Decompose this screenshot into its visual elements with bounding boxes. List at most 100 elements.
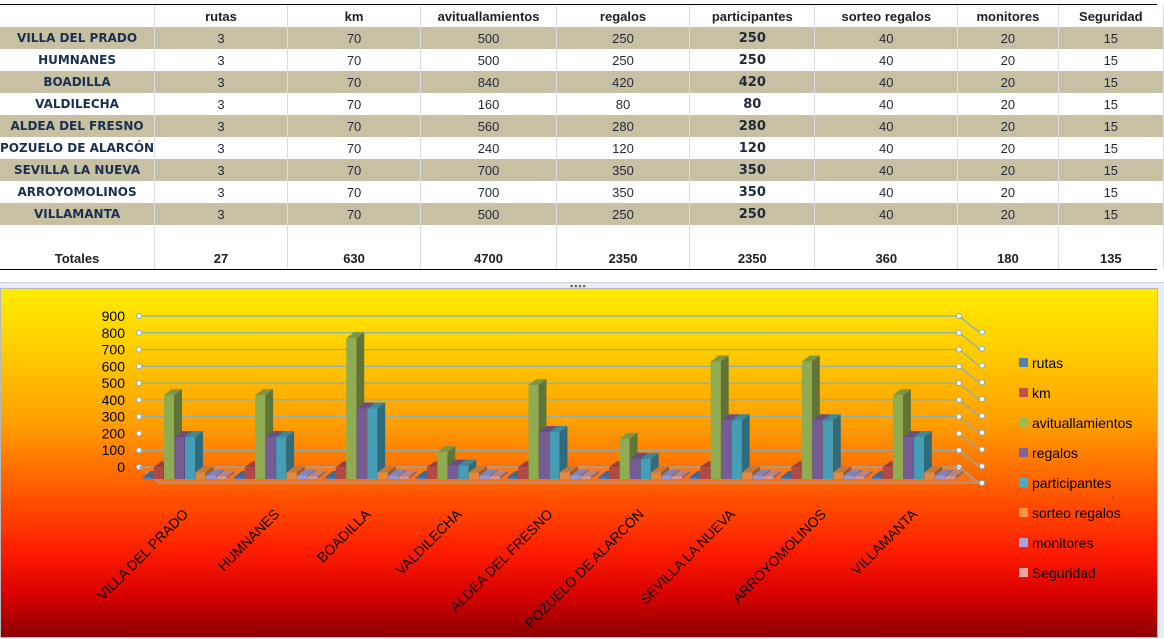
cell-avituallamientos[interactable]: 500 [420,27,557,49]
bar-Seguridad[interactable] [489,476,500,479]
cell-monitores[interactable]: 20 [957,49,1059,71]
cell-rutas[interactable]: 3 [154,159,288,181]
total-seguridad[interactable]: 135 [1058,247,1164,269]
bar-top[interactable] [164,389,182,396]
bar-top[interactable] [447,459,466,466]
bar-Seguridad[interactable] [854,476,865,479]
bar-top[interactable] [437,446,456,453]
bar-top[interactable] [276,431,295,438]
chart-area[interactable]: 0 100 200 300 400 500 600 700 800 900 VILLA DEL PR… [0,288,1158,638]
bar-top[interactable] [721,414,740,421]
bar-top[interactable] [763,470,782,477]
bar-km[interactable] [609,467,620,479]
bar-participantes[interactable] [458,465,469,479]
bar-top[interactable] [934,469,953,476]
bar-top[interactable] [812,414,831,421]
bar-side[interactable] [377,402,386,479]
cell-seguridad[interactable]: 15 [1058,115,1164,137]
cell-empty[interactable] [814,225,959,247]
cell-empty[interactable] [957,225,1059,247]
chart-resize-handle[interactable]: ▪▪▪▪ [0,282,1164,291]
cell-rutas[interactable]: 3 [154,203,288,225]
cell-monitores[interactable]: 20 [957,159,1059,181]
bar-side[interactable] [317,470,326,479]
bar-top[interactable] [388,469,407,476]
cell-km[interactable]: 70 [287,49,422,71]
cell-km[interactable]: 70 [287,137,422,159]
bar-top[interactable] [185,431,203,438]
bar-Seguridad[interactable] [216,476,227,479]
bar-participantes[interactable] [367,408,378,479]
bar-Seguridad[interactable] [398,476,409,479]
bar-rutas[interactable] [689,477,700,479]
cell-seguridad[interactable]: 15 [1058,71,1164,93]
cell-participantes[interactable]: 350 [689,159,816,181]
bar-top[interactable] [286,466,305,473]
bar-sorteo-regalos[interactable] [377,472,388,479]
cell-rutas[interactable]: 3 [154,137,288,159]
cell-km[interactable]: 70 [287,159,422,181]
bar-top[interactable] [346,332,365,339]
bar-rutas[interactable] [143,477,153,479]
bar-top[interactable] [833,466,852,473]
cell-totals-label[interactable]: Totales [0,247,156,269]
cell-sorteo-regalos[interactable]: 40 [814,49,959,71]
header-rutas[interactable]: rutas [154,5,288,27]
cell-regalos[interactable]: 350 [556,181,691,203]
bar-sorteo-regalos[interactable] [286,472,297,479]
bar-avituallamientos[interactable] [710,361,721,479]
bar-side[interactable] [590,470,599,479]
bar-top[interactable] [903,431,922,438]
cell-avituallamientos[interactable]: 160 [420,93,557,115]
bar-Seguridad[interactable] [307,476,318,479]
bar-avituallamientos[interactable] [801,361,812,479]
bar-km[interactable] [517,467,528,479]
cell-avituallamientos[interactable]: 700 [420,181,557,203]
total-sorteo-regalos[interactable]: 360 [814,247,959,269]
cell-regalos[interactable]: 80 [556,93,691,115]
bar-side[interactable] [923,431,932,479]
cell-participantes[interactable]: 250 [689,27,816,49]
total-regalos[interactable]: 2350 [556,247,691,269]
cell-monitores[interactable]: 20 [957,181,1059,203]
total-avituallamientos[interactable]: 4700 [420,247,557,269]
bar-participantes[interactable] [276,437,287,479]
bar-rutas[interactable] [871,477,882,479]
bar-km[interactable] [882,467,893,479]
bar-Seguridad[interactable] [763,476,774,479]
cell-monitores[interactable]: 20 [957,203,1059,225]
cell-regalos[interactable]: 280 [556,115,691,137]
header-avituallamientos[interactable]: avituallamientos [420,5,557,27]
bar-top[interactable] [640,452,659,459]
bar-top[interactable] [924,466,943,473]
bar-side[interactable] [682,470,691,479]
bar-top[interactable] [206,469,224,476]
cell-seguridad[interactable]: 15 [1058,49,1164,71]
cell-town-name[interactable]: HUMNANES [0,49,156,71]
bar-top[interactable] [742,466,761,473]
bar-sorteo-regalos[interactable] [468,472,479,479]
cell-monitores[interactable]: 20 [957,93,1059,115]
bar-top[interactable] [538,426,557,433]
bar-participantes[interactable] [913,437,924,479]
bar-top[interactable] [265,431,284,438]
bar-participantes[interactable] [731,420,742,479]
bar-avituallamientos[interactable] [346,338,357,479]
bar-side[interactable] [286,431,295,479]
cell-empty[interactable] [154,225,288,247]
cell-rutas[interactable]: 3 [154,27,288,49]
bar-rutas[interactable] [598,477,609,479]
cell-avituallamientos[interactable]: 240 [420,137,557,159]
cell-town-name[interactable]: VILLAMANTA [0,203,156,225]
bar-avituallamientos[interactable] [164,395,174,479]
header-sorteo-regalos[interactable]: sorteo regalos [814,5,959,27]
bar-top[interactable] [489,470,508,477]
bar-regalos[interactable] [265,437,276,479]
bar-top[interactable] [672,470,691,477]
cell-town-name[interactable]: VALDILECHA [0,93,156,115]
bar-sorteo-regalos[interactable] [195,472,206,479]
bar-sorteo-regalos[interactable] [742,472,753,479]
bar-side[interactable] [226,470,235,479]
bar-top[interactable] [651,466,670,473]
bar-regalos[interactable] [721,420,732,479]
